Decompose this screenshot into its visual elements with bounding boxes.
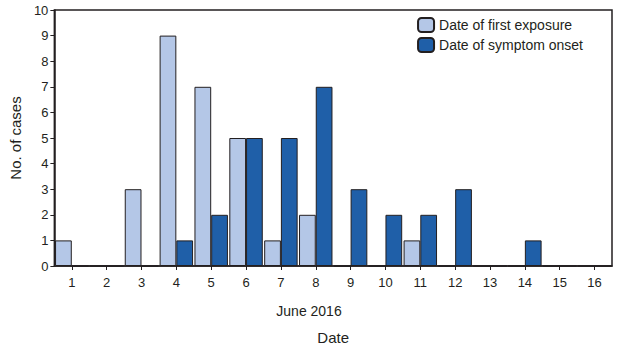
svg-text:9: 9 [347,275,354,290]
svg-text:Date: Date [317,329,349,346]
svg-text:3: 3 [138,275,145,290]
svg-text:1: 1 [41,233,48,248]
svg-text:6: 6 [41,105,48,120]
svg-text:10: 10 [378,275,392,290]
svg-text:5: 5 [208,275,215,290]
svg-text:15: 15 [552,275,566,290]
svg-text:7: 7 [41,79,48,94]
svg-text:6: 6 [242,275,249,290]
svg-text:2: 2 [103,275,110,290]
svg-text:7: 7 [277,275,284,290]
svg-text:4: 4 [173,275,180,290]
svg-text:9: 9 [41,28,48,43]
svg-text:0: 0 [41,259,48,274]
svg-text:5: 5 [41,131,48,146]
svg-text:12: 12 [448,275,462,290]
svg-text:16: 16 [587,275,601,290]
svg-text:4: 4 [41,156,48,171]
svg-text:11: 11 [414,275,428,290]
svg-text:3: 3 [41,182,48,197]
svg-text:2: 2 [41,207,48,222]
svg-text:8: 8 [41,54,48,69]
svg-text:No. of cases: No. of cases [7,96,24,179]
svg-text:14: 14 [518,275,532,290]
svg-text:June 2016: June 2016 [276,303,342,319]
svg-text:Date of first exposure: Date of first exposure [439,17,572,33]
svg-text:13: 13 [483,275,497,290]
svg-text:1: 1 [68,275,75,290]
svg-text:8: 8 [312,275,319,290]
svg-text:10: 10 [34,3,48,18]
svg-text:Date of symptom onset: Date of symptom onset [439,37,583,53]
